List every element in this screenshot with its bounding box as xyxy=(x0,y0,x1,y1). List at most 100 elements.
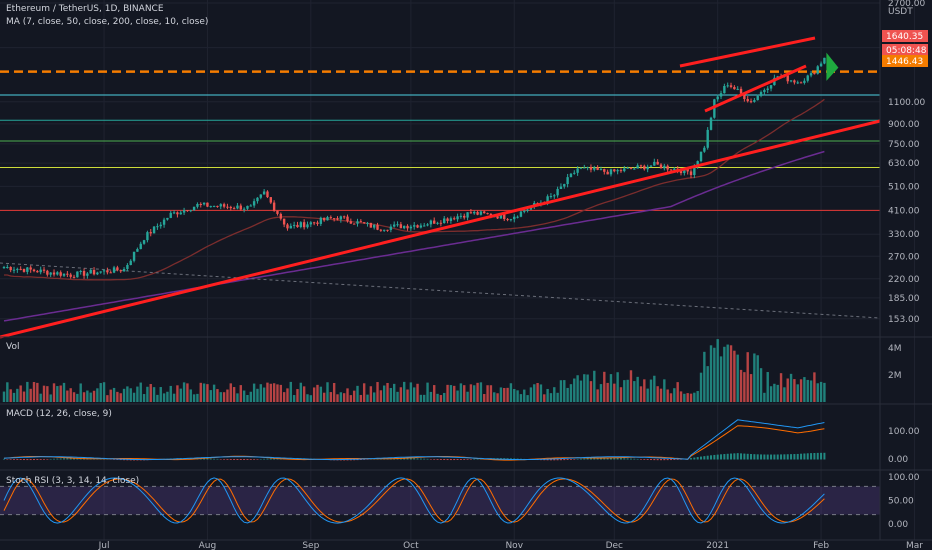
symbol-title[interactable]: Ethereum / TetherUS, 1D, BINANCE xyxy=(6,4,164,14)
macd-histogram-bar xyxy=(569,459,572,460)
rsi-band xyxy=(0,486,880,515)
volume-pane-label[interactable]: Vol xyxy=(6,342,20,352)
price-candles[interactable] xyxy=(2,52,839,279)
candle-body xyxy=(236,205,239,209)
price-tick-label: 900.00 xyxy=(888,120,920,130)
volume-bar xyxy=(236,393,239,402)
time-tick-label: Sep xyxy=(302,541,319,550)
drawn-trendlines[interactable] xyxy=(0,36,881,339)
volume-bar xyxy=(459,383,463,402)
macd-histogram-bar xyxy=(720,454,723,460)
volume-bar xyxy=(483,394,486,402)
candle-body xyxy=(449,218,453,221)
macd-histogram-bar xyxy=(753,454,756,460)
volume-bar xyxy=(9,389,12,402)
candle-body xyxy=(36,271,39,273)
candle-body xyxy=(663,165,666,169)
volume-bar xyxy=(202,383,206,402)
stoch-rsi-pane-label[interactable]: Stoch RSI (3, 3, 14, 14, close) xyxy=(6,476,140,486)
price-tick-label: 750.00 xyxy=(888,140,920,150)
candle-body xyxy=(342,216,346,218)
candle-body xyxy=(453,218,456,220)
candle-body xyxy=(336,218,339,220)
candle-body xyxy=(666,165,669,170)
volume-bar xyxy=(806,379,809,402)
volume-bar xyxy=(636,376,639,402)
volume-bar xyxy=(756,355,759,402)
volume-bar xyxy=(336,394,339,402)
price-tick-label: 510.00 xyxy=(888,182,920,192)
macd-histogram-bar xyxy=(243,459,246,460)
candle-body xyxy=(423,225,426,227)
price-tick-label: 270.00 xyxy=(888,252,920,262)
candle-body xyxy=(699,151,703,162)
candle-body xyxy=(362,222,366,224)
candle-body xyxy=(69,274,72,277)
macd-histogram-bar xyxy=(633,458,636,460)
candle-body xyxy=(279,213,283,219)
candle-body xyxy=(299,222,303,228)
volume-bar xyxy=(696,391,699,402)
ma-indicator-title[interactable]: MA (7, close, 50, close, 200, close, 10,… xyxy=(6,17,209,27)
macd-histogram-bar xyxy=(736,453,739,460)
rsi-tick-label: 100.00 xyxy=(888,473,920,483)
macd-histogram-bar xyxy=(416,458,419,460)
volume-bar xyxy=(109,389,112,402)
candle-body xyxy=(339,216,343,220)
macd-pane-label[interactable]: MACD (12, 26, close, 9) xyxy=(6,409,112,419)
macd-histogram-bar xyxy=(363,459,366,460)
volume-bar xyxy=(69,388,72,402)
ma200-line xyxy=(3,150,825,322)
macd-histogram-bar xyxy=(696,457,699,460)
volume-bar xyxy=(182,382,186,402)
volume-bar xyxy=(339,392,343,402)
volume-bar xyxy=(559,380,563,402)
candle-body xyxy=(229,206,232,209)
macd-histogram-bar xyxy=(726,453,729,460)
candle-body xyxy=(312,222,316,224)
volume-bar xyxy=(589,381,593,402)
macd-histogram-bar xyxy=(13,459,16,460)
macd-histogram-bar xyxy=(509,458,512,460)
volume-bar xyxy=(389,388,393,402)
macd-histogram-bar xyxy=(810,453,813,460)
candle-body xyxy=(709,117,713,130)
volume-bar xyxy=(583,374,586,402)
candle-body xyxy=(459,215,463,217)
macd-histogram-bar xyxy=(643,459,646,460)
volume-bar xyxy=(282,392,286,402)
macd-histogram-bar xyxy=(793,454,796,460)
volume-bar xyxy=(256,388,259,402)
price-axis[interactable]: 2700.001800.001100.00900.00750.00630.005… xyxy=(882,0,928,530)
macd-histogram-bar xyxy=(639,459,642,460)
macd-histogram-bar xyxy=(53,458,56,460)
volume-bar xyxy=(463,385,466,402)
candle-body xyxy=(32,269,36,272)
candle-body xyxy=(196,203,199,207)
volume-bar xyxy=(132,392,136,402)
macd-histogram-bar xyxy=(506,458,509,460)
candle-body xyxy=(496,216,499,219)
volume-bar xyxy=(382,385,386,402)
candle-body xyxy=(366,222,369,224)
volume-bar xyxy=(686,393,689,402)
candle-body xyxy=(793,80,796,83)
candle-body xyxy=(382,229,386,231)
macd-histogram-bar xyxy=(456,459,459,460)
macd-histogram-bar xyxy=(419,458,422,460)
candle-body xyxy=(369,222,373,228)
volume-bar xyxy=(46,386,49,402)
volume-bar xyxy=(493,392,496,402)
volume-bar xyxy=(56,386,59,402)
macd-histogram-bar xyxy=(656,459,659,461)
volume-bar xyxy=(489,385,493,402)
time-axis[interactable]: Jul Aug Sep Oct Nov Dec 2021 Feb Mar xyxy=(98,541,924,550)
volume-bar xyxy=(372,392,376,402)
volume-bar xyxy=(126,386,129,402)
candle-body xyxy=(609,169,613,175)
volume-bar xyxy=(309,395,313,402)
candle-body xyxy=(599,169,603,171)
macd-histogram-bar xyxy=(449,459,452,461)
